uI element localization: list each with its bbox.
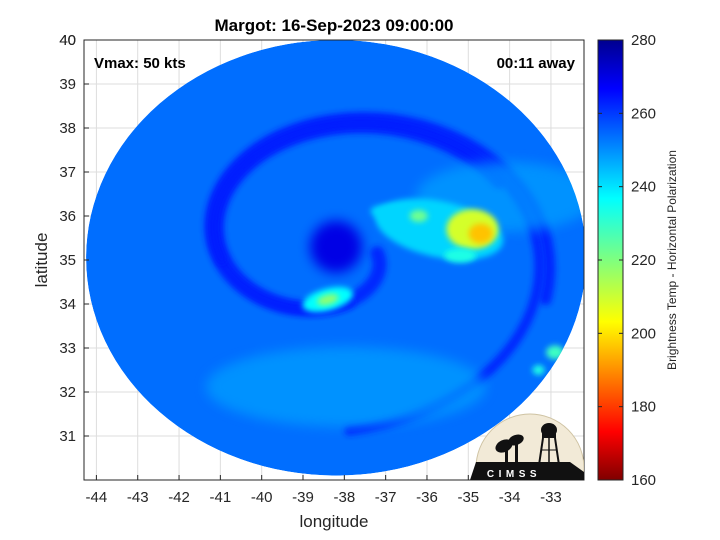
swath-features (204, 111, 584, 436)
colorbar-label: Brightness Temp - Horizontal Polarizatio… (665, 150, 679, 370)
colorbar-tick-label: 200 (631, 325, 656, 342)
storm-eye (310, 220, 363, 273)
y-tick-label: 39 (59, 76, 76, 93)
x-tick-label: -41 (210, 489, 232, 506)
y-tick-label: 40 (59, 32, 76, 49)
rainband-light (206, 346, 487, 427)
x-axis-label: longitude (299, 512, 368, 531)
x-tick-label: -37 (375, 489, 397, 506)
x-tick-label: -39 (292, 489, 314, 506)
colorbar-tick-label: 160 (631, 472, 656, 489)
water-tower-icon (538, 423, 560, 466)
x-tick-label: -34 (499, 489, 521, 506)
y-tick-label: 33 (59, 340, 76, 357)
x-tick-label: -38 (333, 489, 355, 506)
colorbar-tick-label: 180 (631, 399, 656, 416)
brightness-swath (86, 40, 584, 476)
convective-core (532, 365, 545, 375)
x-tick-label: -33 (540, 489, 562, 506)
x-tick-label: -40 (251, 489, 273, 506)
y-tick-label: 35 (59, 252, 76, 269)
convective-core (409, 210, 428, 222)
plot-area: -44 -43 -42 -41 -40 -39 -38 -37 -36 -35 -34 -33 31 3… (59, 32, 585, 506)
time-offset-label: 00:11 away (497, 55, 576, 72)
convective-core (444, 248, 477, 263)
x-tick-label: -42 (168, 489, 190, 506)
y-tick-label: 34 (59, 296, 76, 313)
y-tick-label-top: 40 (59, 32, 76, 49)
colorbar-tick-label: 260 (631, 105, 656, 122)
y-axis-label: latitude (32, 233, 51, 288)
convective-core (317, 293, 339, 306)
satellite-dish-icon (495, 434, 524, 462)
colorbar-tick-label: 240 (631, 179, 656, 196)
x-tick-label: -43 (127, 489, 149, 506)
y-tick-label: 31 (59, 428, 76, 445)
colorbar-ticks: 160 180 200 220 240 260 280 (598, 32, 656, 489)
x-tick-label: -44 (86, 489, 108, 506)
x-tick-label: -35 (457, 489, 479, 506)
cimss-logo: CIMSS (470, 413, 584, 480)
convective-core (468, 223, 493, 244)
x-tick-label: -36 (416, 489, 438, 506)
y-tick-label: 37 (59, 164, 76, 181)
plot-title: Margot: 16-Sep-2023 09:00:00 (214, 16, 453, 35)
vmax-label: Vmax: 50 kts (94, 55, 186, 72)
colorbar: 160 180 200 220 240 260 280 Brightness Temp - … (597, 32, 679, 489)
logo-text: CIMSS (487, 469, 541, 480)
y-tick-label: 38 (59, 120, 76, 137)
swath-disc (86, 40, 584, 476)
y-tick-label: 36 (59, 208, 76, 225)
colorbar-tick-label: 280 (631, 32, 656, 49)
colorbar-tick-label: 220 (631, 252, 656, 269)
x-ticks: -44 -43 -42 -41 -40 -39 -38 -37 -36 -35 -34 -33 (86, 475, 562, 506)
y-tick-label: 32 (59, 384, 76, 401)
colorbar-gradient (598, 40, 623, 480)
spiral-band (209, 117, 545, 436)
